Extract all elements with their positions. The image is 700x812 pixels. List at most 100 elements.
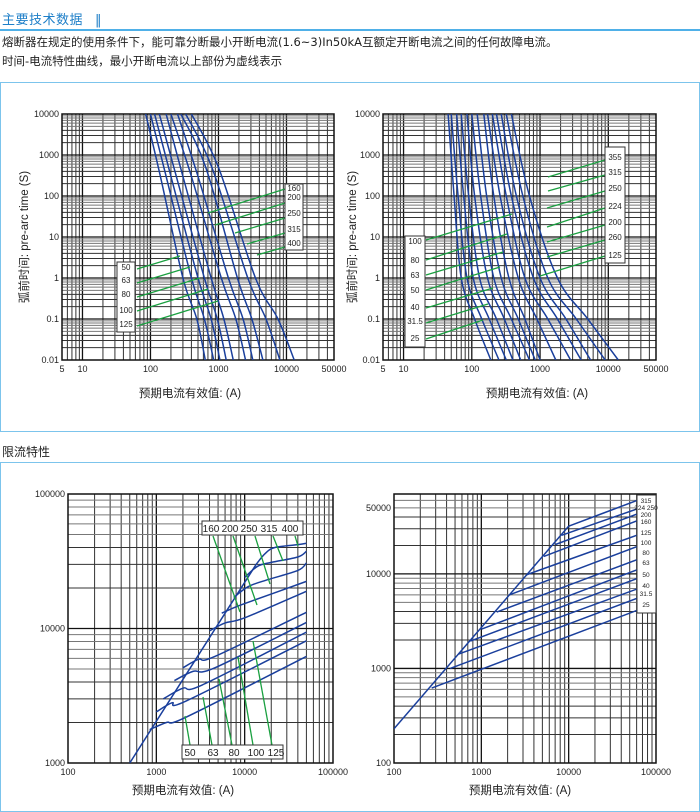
curve-250: [500, 114, 592, 360]
legend-label: 25: [642, 602, 650, 609]
y-tick-label: 100: [365, 191, 380, 201]
y-tick-label: 10000: [40, 624, 65, 634]
y-tick-label: 0.1: [46, 314, 59, 324]
x-axis-title: 预期电流有效值: (A): [132, 783, 234, 797]
legend-label: 224 250: [634, 505, 658, 512]
leader-line-50: [425, 266, 501, 291]
curve-40: [458, 588, 637, 655]
legend-label: 100: [248, 748, 265, 759]
y-tick-label: 1000: [360, 150, 380, 160]
y-tick-label: 1: [375, 273, 380, 283]
leader-line-50: [136, 255, 181, 270]
y-tick-label: 0.1: [367, 314, 380, 324]
x-tick-label: 50000: [643, 364, 668, 374]
legend-label: 100: [408, 237, 422, 246]
y-axis-title: 弧前时间: pre-arc time (S): [17, 171, 31, 303]
legend-box: [116, 261, 136, 333]
curve-envelope: [394, 525, 570, 730]
curve-125: [165, 114, 234, 360]
leader-line-315: [547, 174, 606, 192]
curve-315: [185, 114, 281, 360]
x-tick-label: 1000: [208, 364, 228, 374]
curve-31-5: [449, 597, 637, 670]
y-tick-label: 0.01: [41, 355, 59, 365]
curve-80: [496, 559, 637, 613]
plot-frame: [393, 493, 657, 764]
leader-line-224: [546, 207, 606, 228]
curve-63: [481, 569, 637, 630]
curve-125: [483, 114, 541, 360]
curve-250: [561, 508, 637, 537]
y-tick-label: 100000: [35, 489, 65, 499]
legend-label: 260: [608, 233, 622, 242]
leader-line-200: [546, 224, 606, 243]
legend-box: [604, 146, 626, 264]
legend-box: [181, 744, 284, 760]
legend-box: [284, 183, 304, 251]
leader-line-250: [546, 190, 606, 209]
curve-200: [491, 114, 572, 360]
x-tick-label: 5: [380, 364, 385, 374]
legend-label: 63: [122, 276, 131, 285]
leader-line-315: [246, 232, 286, 245]
y-tick-label: 100: [376, 758, 391, 768]
legend-label: 200: [222, 524, 239, 535]
curve-80: [153, 114, 221, 360]
x-tick-label: 100: [464, 364, 479, 374]
legend-label: 160: [203, 524, 220, 535]
legend-label: 50: [184, 748, 196, 759]
legend-label: 125: [641, 530, 652, 537]
leader-line-63: [202, 696, 213, 746]
leader-line-250: [254, 535, 271, 585]
x-tick-label: 10000: [232, 767, 257, 777]
curves: [144, 114, 295, 360]
x-tick-label: 5: [59, 364, 64, 374]
legend-label: 315: [641, 498, 652, 505]
curve-250: [233, 562, 307, 599]
y-tick-label: 10000: [355, 109, 380, 119]
leader-line-100: [136, 288, 209, 312]
x-tick-label: 100: [143, 364, 158, 374]
x-tick-label: 1000: [471, 767, 491, 777]
x-tick-label: 10: [399, 364, 409, 374]
curve-50: [460, 114, 514, 360]
legend-label: 40: [411, 303, 420, 312]
curve-160: [170, 114, 247, 360]
legend-label: 40: [642, 583, 650, 590]
legend-label: 400: [287, 239, 301, 248]
section-title: 主要技术数据 ‖: [2, 9, 102, 28]
chart-2: 5 10 100 1000 10000 50000 0.01 0.1 1 10 100 1000 100…: [345, 109, 669, 400]
y-tick-label: 1000: [371, 663, 391, 673]
curve-400: [190, 114, 295, 360]
legend-label: 25: [411, 334, 420, 343]
legend-label: 315: [287, 225, 301, 234]
leader-line-50: [184, 715, 191, 746]
legend-label: 63: [207, 748, 219, 759]
legend-label: 250: [241, 524, 258, 535]
leader-line-40: [425, 287, 494, 309]
curves: [447, 114, 619, 360]
title-divider: [0, 29, 700, 31]
legend-label: 50: [642, 572, 650, 579]
leader-line-160: [212, 535, 241, 613]
curves: [129, 542, 307, 763]
legend-label: 63: [411, 271, 420, 280]
curve-63: [155, 640, 307, 713]
x-tick-label: 50000: [321, 364, 346, 374]
leader-line-80: [425, 233, 508, 261]
legend-label: 80: [228, 748, 240, 759]
curve-160: [486, 114, 557, 360]
leader-line-400: [294, 535, 299, 547]
plot-frame: [67, 493, 334, 764]
x-axis-title: 预期电流有效值: (A): [139, 386, 241, 400]
curve-40: [455, 114, 507, 360]
curve-50: [149, 655, 307, 731]
legend-box: [404, 235, 426, 348]
curve-125: [526, 534, 637, 576]
curve-200: [554, 513, 637, 546]
leader-line-125: [136, 300, 219, 327]
legend-label: 63: [642, 560, 650, 567]
curve-315: [244, 550, 307, 578]
legend-box: [636, 494, 657, 614]
